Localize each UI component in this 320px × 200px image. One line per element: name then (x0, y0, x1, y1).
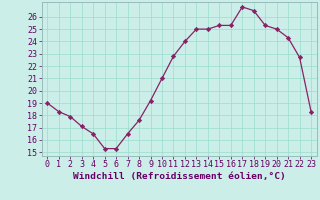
X-axis label: Windchill (Refroidissement éolien,°C): Windchill (Refroidissement éolien,°C) (73, 172, 285, 181)
